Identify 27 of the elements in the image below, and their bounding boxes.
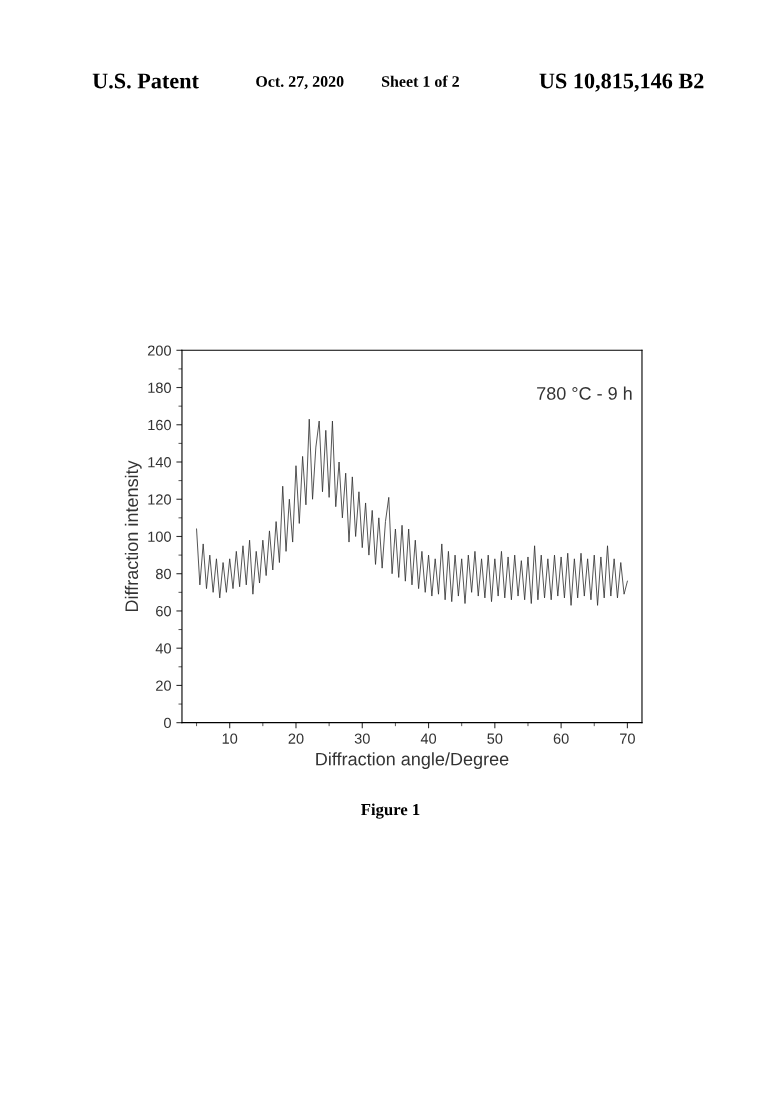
text: US 10,815,146 B2 <box>539 73 704 92</box>
x-tick-label: 70 <box>620 733 635 744</box>
x-tick-label: 60 <box>553 733 569 744</box>
text: Sheet 1 of 2 <box>381 75 459 87</box>
x-tick-label: 20 <box>288 733 304 744</box>
y-tick-label: 60 <box>156 606 171 617</box>
text: U.S. Patent <box>92 73 199 89</box>
x-tick-label: 50 <box>487 733 503 744</box>
x-tick-label: 30 <box>354 733 370 744</box>
caption: Figure 1 <box>361 803 420 819</box>
y-tick-label: 100 <box>148 531 171 542</box>
y-tick-label: 120 <box>148 494 171 505</box>
text: Oct. 27, 2020 <box>256 76 344 90</box>
y-tick-label: 160 <box>148 419 171 431</box>
x-axis-title: Diffraction angle/Degree <box>316 752 509 770</box>
y-tick-label: 180 <box>148 382 171 393</box>
x-tick-label: 10 <box>222 733 238 744</box>
y-tick-label: 80 <box>155 568 171 580</box>
x-tick-label: 40 <box>420 733 437 744</box>
line-series <box>196 418 628 606</box>
y-tick-label: 40 <box>155 643 171 654</box>
y-axis-title: Diffraction intensity <box>124 460 142 612</box>
y-tick-label: 0 <box>164 717 171 729</box>
y-tick-label: 20 <box>156 680 171 691</box>
y-tick-label: 140 <box>148 457 171 468</box>
annotation: 780 °C - 9 h <box>537 386 632 400</box>
y-tick-label: 200 <box>147 345 171 356</box>
